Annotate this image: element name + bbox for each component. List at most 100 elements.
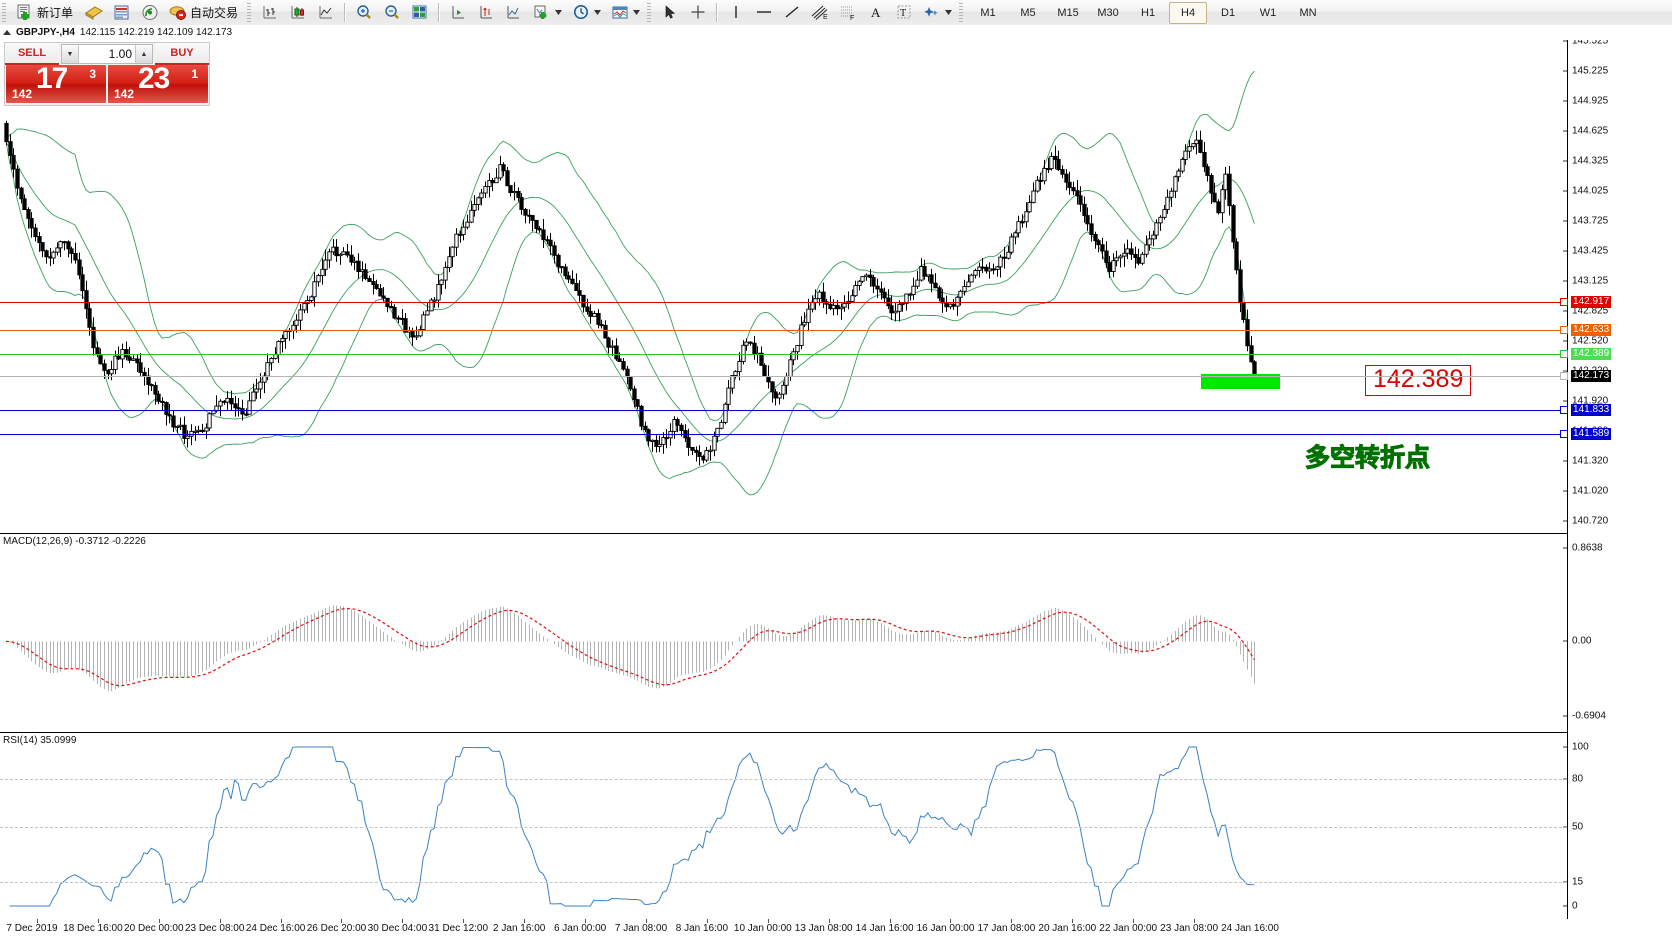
timeframe-m1[interactable]: M1	[980, 6, 996, 19]
price-tick	[1563, 490, 1567, 492]
macd-tick-label: 0.8638	[1572, 542, 1603, 554]
horizontal-line-button[interactable]	[750, 0, 778, 25]
autotrading-label: 自动交易	[190, 6, 239, 20]
price-tick	[1563, 520, 1567, 522]
volume-stepper[interactable]: ▼ 1.00 ▲	[61, 44, 153, 64]
price-level-handle[interactable]	[1560, 350, 1568, 359]
indicators-list-button[interactable]	[528, 0, 567, 25]
price-pane[interactable]: 142.389 多空转折点 145.525 145.225 144.925 144.6…	[0, 28, 1612, 534]
price-tick	[1563, 310, 1567, 312]
equidistant-channel-icon: E	[809, 2, 831, 23]
data-window-button[interactable]	[108, 0, 136, 25]
price-level-handle[interactable]	[1560, 325, 1568, 334]
price-level-line[interactable]	[0, 434, 1567, 436]
price-level-line[interactable]	[0, 301, 1567, 303]
zoom-in-button[interactable]	[350, 0, 378, 25]
chevron-down-icon-2[interactable]	[592, 2, 603, 23]
timeframe-w1[interactable]: W1	[1259, 6, 1277, 19]
price-level-handle[interactable]	[1560, 430, 1568, 439]
price-level-line[interactable]	[0, 354, 1567, 356]
volume-decrement-icon[interactable]: ▼	[62, 45, 79, 63]
chart-container[interactable]: 142.389 多空转折点 145.525 145.225 144.925 144.6…	[0, 26, 1672, 946]
time-tick-label: 8 Jan 16:00	[675, 923, 729, 934]
buy-price-button[interactable]: 142 23 1	[108, 65, 208, 103]
macd-pane[interactable]: MACD(12,26,9) -0.3712 -0.2226 0.8638 0.00…	[0, 533, 1606, 733]
fibonacci-button[interactable]: F	[834, 0, 862, 25]
bar-chart-button[interactable]	[256, 0, 284, 25]
add-indicator-icon	[531, 2, 553, 23]
chart-shift-button[interactable]	[444, 0, 472, 25]
price-level-handle[interactable]	[1560, 405, 1568, 414]
trendline-icon	[781, 2, 803, 23]
indicators-icon	[503, 2, 525, 23]
autotrading-button[interactable]: 自动交易	[164, 0, 245, 25]
tile-windows-icon	[409, 2, 431, 23]
timeframe-mn[interactable]: MN	[1299, 6, 1317, 19]
price-level-handle[interactable]	[1560, 371, 1568, 380]
sell-label[interactable]: SELL	[5, 43, 59, 65]
crosshair-button[interactable]	[684, 0, 712, 25]
toolbar-grip-3[interactable]	[647, 3, 652, 22]
bar-chart-icon	[259, 2, 281, 23]
chevron-down-icon[interactable]	[553, 2, 564, 23]
time-tick	[1133, 919, 1135, 923]
new-order-button[interactable]: 新订单	[11, 0, 80, 25]
text-button[interactable]: A	[862, 0, 890, 25]
equidistant-channel-button[interactable]: E	[806, 0, 834, 25]
toolbar-grip-2[interactable]	[247, 3, 252, 22]
time-tick-label: 20 Jan 16:00	[1038, 923, 1097, 934]
oct-header-row: SELL ▼ 1.00 ▲ BUY	[5, 43, 209, 65]
templates-button[interactable]	[606, 0, 645, 25]
price-tick	[1563, 100, 1567, 102]
timeframe-h4[interactable]: H4	[1169, 1, 1208, 24]
shapes-button[interactable]	[918, 0, 957, 25]
time-tick	[828, 919, 830, 923]
toolbar-grip[interactable]	[2, 3, 6, 22]
sell-price-big: 17	[36, 65, 68, 95]
oct-price-row: 142 17 3 142 23 1	[5, 65, 209, 104]
timeframe-d1[interactable]: D1	[1221, 6, 1236, 19]
price-level-line[interactable]	[0, 409, 1567, 411]
expert-advisors-icon	[83, 2, 105, 23]
text-label-button[interactable]: T	[890, 0, 918, 25]
chevron-down-icon-3[interactable]	[631, 2, 642, 23]
indicators-button[interactable]	[500, 0, 528, 25]
signals-button[interactable]	[136, 0, 164, 25]
timeframe-m30[interactable]: M30	[1097, 6, 1119, 19]
cursor-button[interactable]	[656, 0, 684, 25]
timeframe-h1[interactable]: H1	[1141, 6, 1156, 19]
line-chart-button[interactable]	[312, 0, 340, 25]
time-tick	[341, 919, 343, 923]
bollinger-band-middle	[5, 141, 1255, 442]
chevron-down-icon-4[interactable]	[943, 2, 954, 23]
tile-windows-button[interactable]	[406, 0, 434, 25]
rsi-pane[interactable]: RSI(14) 35.0999 100 80 50 15 0	[0, 732, 1589, 921]
price-tick	[1563, 250, 1567, 252]
price-tick-label: 145.225	[1572, 65, 1609, 77]
new-order-icon	[14, 2, 36, 23]
timeframe-m15[interactable]: M15	[1057, 6, 1079, 19]
price-level-line[interactable]	[0, 329, 1567, 331]
timeframe-m5[interactable]: M5	[1020, 6, 1036, 19]
volume-increment-icon[interactable]: ▲	[135, 45, 152, 63]
toolbar-grip-4[interactable]	[959, 3, 964, 22]
price-tick-label: 140.720	[1572, 515, 1609, 527]
price-level-line[interactable]	[0, 375, 1567, 377]
vertical-line-button[interactable]	[722, 0, 750, 25]
time-tick	[97, 919, 99, 923]
rsi-label: RSI(14) 35.0999	[3, 735, 77, 746]
sell-price-button[interactable]: 142 17 3	[6, 65, 106, 103]
volume-value[interactable]: 1.00	[108, 47, 132, 61]
price-level-handle[interactable]	[1560, 297, 1568, 306]
expert-advisors-button[interactable]	[80, 0, 108, 25]
candlestick-chart-icon	[287, 2, 309, 23]
candlestick-chart-button[interactable]	[284, 0, 312, 25]
candlestick-series	[4, 120, 1257, 466]
zoom-out-button[interactable]	[378, 0, 406, 25]
periods-button[interactable]	[567, 0, 606, 25]
auto-scroll-button[interactable]	[472, 0, 500, 25]
collapse-icon[interactable]	[3, 30, 11, 35]
periods-icon	[570, 2, 592, 23]
trendline-button[interactable]	[778, 0, 806, 25]
buy-label[interactable]: BUY	[155, 43, 209, 65]
